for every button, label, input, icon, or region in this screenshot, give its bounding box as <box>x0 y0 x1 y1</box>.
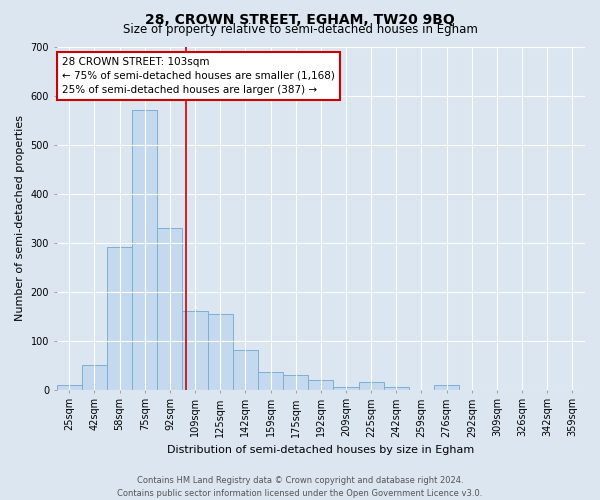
Bar <box>82 365 107 390</box>
Text: Contains HM Land Registry data © Crown copyright and database right 2024.
Contai: Contains HM Land Registry data © Crown c… <box>118 476 482 498</box>
Bar <box>107 248 132 390</box>
Bar <box>283 375 308 390</box>
Text: 28, CROWN STREET, EGHAM, TW20 9BQ: 28, CROWN STREET, EGHAM, TW20 9BQ <box>145 12 455 26</box>
Bar <box>434 384 459 390</box>
Text: Size of property relative to semi-detached houses in Egham: Size of property relative to semi-detach… <box>122 22 478 36</box>
Bar <box>132 110 157 390</box>
Bar <box>359 382 384 390</box>
Bar <box>233 350 258 390</box>
Bar <box>258 372 283 390</box>
Bar <box>182 311 208 390</box>
Text: 28 CROWN STREET: 103sqm
← 75% of semi-detached houses are smaller (1,168)
25% of: 28 CROWN STREET: 103sqm ← 75% of semi-de… <box>62 57 335 95</box>
Bar <box>308 380 334 390</box>
Bar <box>56 384 82 390</box>
Bar <box>384 387 409 390</box>
X-axis label: Distribution of semi-detached houses by size in Egham: Distribution of semi-detached houses by … <box>167 445 475 455</box>
Bar <box>157 228 182 390</box>
Bar <box>208 314 233 390</box>
Y-axis label: Number of semi-detached properties: Number of semi-detached properties <box>15 115 25 321</box>
Bar <box>334 387 359 390</box>
